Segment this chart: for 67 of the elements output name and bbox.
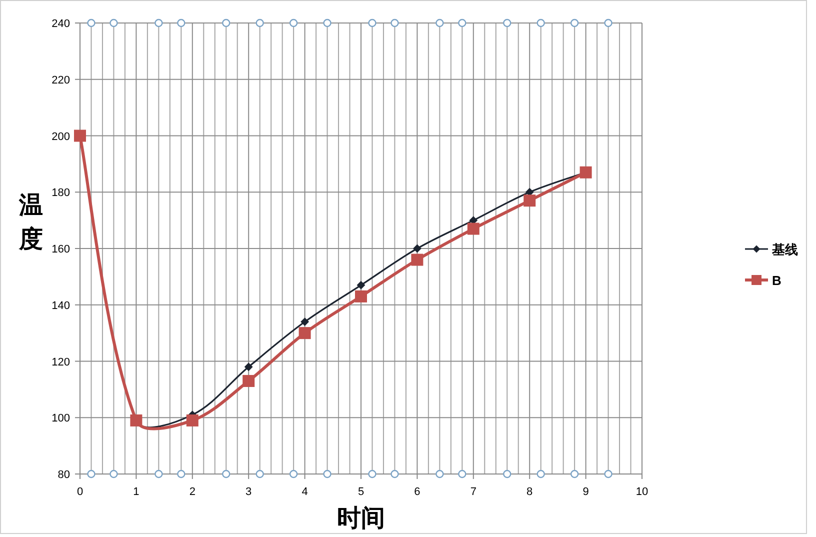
point	[87, 470, 96, 478]
point	[110, 18, 118, 28]
point	[604, 18, 612, 28]
point	[368, 18, 376, 28]
y-tick-label: 180	[52, 187, 70, 200]
point	[411, 254, 424, 266]
y-tick-label: 160	[52, 244, 70, 256]
y-tick-label: 240	[52, 18, 70, 30]
point	[222, 18, 230, 28]
point	[222, 470, 230, 478]
point	[256, 18, 264, 28]
point	[300, 318, 309, 326]
point	[524, 194, 536, 207]
point	[503, 18, 512, 28]
point	[355, 290, 367, 302]
point	[323, 18, 332, 28]
point	[298, 327, 311, 340]
point	[154, 470, 163, 478]
x-tick-label: 5	[358, 486, 364, 498]
point	[186, 414, 198, 426]
x-tick-label: 2	[189, 486, 196, 498]
y-axis-title: 温度	[18, 193, 43, 253]
x-tick-label: 6	[414, 486, 420, 498]
point	[368, 470, 376, 478]
x-tick-label: 10	[636, 486, 648, 498]
point	[289, 470, 298, 478]
y-tick-label: 80	[58, 469, 70, 481]
point	[390, 18, 399, 28]
point	[244, 362, 253, 371]
y-tick-label: 200	[52, 130, 70, 143]
y-tick-label: 120	[52, 356, 70, 368]
point	[570, 18, 579, 28]
point	[154, 18, 163, 28]
x-tick-label: 8	[526, 486, 533, 498]
x-tick-label: 9	[582, 486, 589, 498]
point	[604, 470, 612, 478]
y-tick-label: 100	[52, 412, 70, 425]
x-tick-label: 7	[470, 486, 476, 498]
x-tick-label: 3	[246, 486, 252, 498]
point	[242, 374, 255, 387]
point	[413, 244, 422, 252]
point	[436, 470, 444, 478]
y-tick-label: 220	[52, 74, 70, 86]
point	[467, 222, 480, 235]
x-axis-title: 时间	[337, 505, 385, 532]
point	[570, 470, 579, 478]
point	[390, 470, 399, 478]
point	[458, 470, 466, 478]
point	[177, 18, 186, 28]
point	[256, 470, 264, 478]
x-tick-label: 1	[133, 486, 140, 498]
point	[503, 470, 512, 478]
point	[536, 18, 545, 28]
x-tick-label: 0	[76, 486, 84, 498]
x-tick-label: 4	[302, 486, 308, 498]
point	[458, 18, 466, 28]
legend-label: 基线	[771, 242, 798, 257]
point	[357, 281, 365, 290]
point	[436, 18, 444, 28]
point	[536, 470, 545, 478]
point	[110, 470, 118, 478]
y-tick-label: 140	[52, 300, 70, 312]
point	[289, 18, 298, 28]
point	[87, 18, 96, 28]
point	[177, 470, 186, 478]
point	[323, 470, 332, 478]
legend-label: B	[772, 273, 782, 288]
